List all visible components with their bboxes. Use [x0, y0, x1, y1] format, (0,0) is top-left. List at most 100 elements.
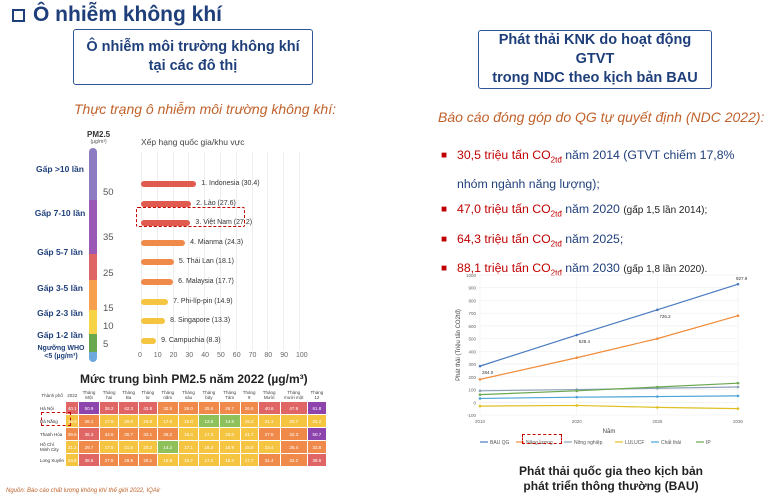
series-point [575, 395, 579, 399]
aq-cell: 21.5 [118, 440, 139, 454]
aq-cell: 27.5 [98, 453, 120, 467]
aq-header-cell: Tháng bảy [198, 388, 220, 402]
aq-row: Hồ Chí Minh City 21.2 29.7 17.5 21.5 23.2 14.2… [37, 440, 328, 454]
y-tick-label: 100 [468, 388, 476, 393]
series-point [575, 389, 579, 393]
bullet-subscript: 2tđ [550, 239, 562, 249]
x-axis-label: Năm [603, 429, 616, 435]
bullet-amount: 47,0 triệu tấn CO [457, 202, 551, 217]
bullet-note: (gấp 1,8 lần 2020). [623, 264, 708, 276]
series-point [656, 337, 659, 340]
aq-header-row: Thành phố 2022 Tháng Một Tháng hai Tháng Ba T… [37, 388, 328, 402]
pm-scale-segment [89, 334, 97, 352]
bullet-subscript: 2tđ [550, 155, 562, 165]
aq-city: Thanh Hóa [37, 427, 67, 441]
bullet-rest: năm 2025; [561, 231, 624, 246]
aq-cell: 15.0 [177, 414, 200, 428]
legend-label: LULUCF [625, 440, 644, 445]
series-point [736, 394, 740, 398]
ranking-heading: Xếp hạng quốc gia/khu vực [141, 137, 245, 147]
bullet-rest: năm 2020 [561, 202, 624, 217]
ranking-gridline [141, 152, 142, 350]
right-heading-box: Phát thải KNK do hoạt động GTVT trong ND… [478, 30, 712, 89]
bullet-amount: 88,1 triệu tấn CO [457, 261, 551, 276]
ranking-x-tick: 90 [280, 352, 288, 359]
pm-level-label: Gấp 5-7 lần [37, 247, 83, 257]
bullet-text: 64,3 triệu tấn CO2tđ năm 2025; [457, 227, 623, 256]
series-point [478, 389, 482, 393]
pm-scale-segment [89, 254, 97, 280]
aq-cell: 25.6 [198, 401, 220, 415]
legend-label: Nông nghiệp [574, 440, 603, 445]
ndc-bullets: ■ 30,5 triệu tấn CO2tđ năm 2014 (GTVT chi… [441, 143, 771, 286]
pm-scale-segment [89, 310, 97, 334]
chart-caption: Phát thải quốc gia theo kịch bản phát tr… [484, 464, 738, 494]
aq-cell: 20.7 [279, 414, 308, 428]
aq-cell: 17.3 [198, 427, 220, 441]
aq-cell: 21.7 [239, 427, 259, 441]
ndc-bullet: ■ 88,1 triệu tấn CO2tđ năm 2030 (gấp 1,8 … [441, 256, 771, 285]
right-subtitle: Báo cáo đóng góp do QG tự quyết định (ND… [438, 109, 765, 125]
hanoi-highlight [41, 412, 71, 426]
aq-cell: 20.0 [218, 427, 241, 441]
aq-cell: 30.7 [118, 427, 139, 441]
aq-cell: 29.6 [65, 427, 80, 441]
aq-cell: 21.1 [257, 414, 281, 428]
aq-cell: 15.2 [239, 414, 259, 428]
series-point [478, 397, 482, 400]
ranking-x-tick: 70 [248, 352, 257, 359]
ranking-bar [141, 181, 197, 187]
aq-cell: 23.5 [137, 414, 158, 428]
aq-cell: 19.4 [177, 427, 200, 441]
pm-scale-segment [89, 200, 97, 254]
slide-title: Ô nhiễm không khí [12, 3, 222, 27]
aq-cell: 43.8 [137, 401, 158, 415]
bullet-note: (gấp 1,5 lần 2014); [623, 205, 708, 217]
ndc-bullet: nhóm ngành năng lượng); [441, 172, 771, 197]
aq-cell: 32.5 [156, 401, 179, 415]
ranking-gridline [172, 152, 174, 350]
ranking-bar-label: 9. Campuchia (8.3) [161, 336, 221, 344]
ranking-x-tick: 50 [217, 352, 225, 359]
pm-tick-label: 35 [103, 232, 114, 243]
bullet-amount: 30,5 triệu tấn CO [457, 148, 551, 162]
ranking-x-tick: 30 [185, 352, 194, 359]
ranking-bar-label: 5. Thái Lan (18.1) [178, 258, 235, 266]
ranking-bar [141, 279, 174, 285]
ranking-gridline [235, 152, 237, 350]
aq-cell: 34.5 [98, 427, 120, 441]
y-tick-label: 700 [468, 311, 476, 316]
aq-cell: 40.1 [65, 401, 80, 415]
aq-table: Thành phố 2022 Tháng Một Tháng hai Tháng Ba T… [37, 388, 328, 467]
ranking-bar-label: 3. Việt Nam (27.2) [195, 219, 253, 227]
aq-cell: 15.7 [177, 453, 200, 467]
ranking-x-tick: 10 [153, 352, 162, 359]
aq-cell: 16.3 [198, 440, 220, 454]
left-heading-line1: Ô nhiễm môi trường không khí [86, 39, 300, 55]
ranking-gridline [299, 152, 300, 350]
aq-cell: 16.9 [218, 440, 241, 454]
ranking-bar [141, 220, 191, 227]
aq-cell: 29.7 [78, 440, 100, 454]
pm-tick-label: 10 [103, 321, 114, 332]
bullet-subscript: 2tđ [550, 268, 562, 278]
aq-header-cell: Tháng sáu [177, 388, 200, 402]
bullet-subscript: 2tđ [550, 209, 562, 219]
left-heading-box: Ô nhiễm môi trường không khí tại các đô … [73, 29, 313, 85]
data-label: 726.2 [659, 314, 671, 319]
bullet-icon: ■ [441, 204, 448, 216]
energy-legend-highlight [522, 434, 562, 444]
y-tick-label: 500 [468, 337, 476, 342]
aq-cell: 14.6 [218, 414, 241, 428]
left-subtitle: Thực trạng ô nhiễm môi trường không khí: [74, 101, 336, 117]
pm-level-label: Gấp 2-3 lần [37, 308, 83, 318]
series-point [656, 385, 659, 389]
aq-cell: 36.3 [78, 427, 100, 441]
aq-cell: 33.1 [137, 427, 158, 441]
ranking-gridline [156, 152, 158, 350]
pm-tick-label: 15 [103, 303, 114, 314]
ranking-bar-label: 7. Phi-líp-pin (14.9) [173, 297, 233, 305]
bau-line-chart: 10009008007006005004003002001000-1002010… [456, 273, 748, 445]
aq-cell: 20.0 [118, 414, 139, 428]
ranking-x-tick: 20 [169, 352, 178, 359]
